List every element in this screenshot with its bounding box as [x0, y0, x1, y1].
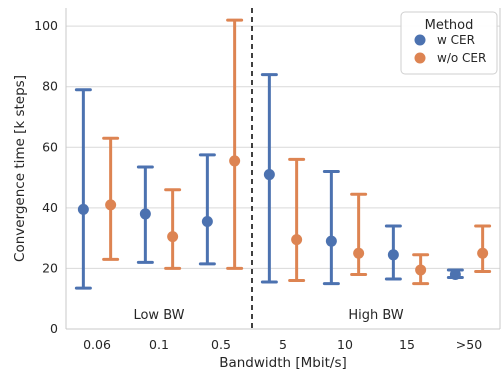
y-tick-label: 100 [34, 18, 58, 33]
x-tick-label: 5 [279, 337, 287, 352]
x-axis-title: Bandwidth [Mbit/s] [219, 355, 347, 371]
legend-title: Method [425, 18, 474, 33]
y-tick-label: 20 [42, 260, 58, 275]
data-point [449, 268, 461, 280]
data-point [353, 247, 365, 259]
x-tick-label: 0.1 [149, 337, 169, 352]
data-point [325, 235, 337, 247]
x-tick-label: 0.5 [211, 337, 231, 352]
legend-marker [414, 52, 426, 64]
data-point [105, 199, 117, 211]
data-point [291, 234, 303, 246]
data-point [229, 155, 241, 167]
y-tick-label: 40 [42, 200, 58, 215]
data-point [77, 203, 89, 215]
x-tick-label: 15 [399, 337, 415, 352]
region-label-low: Low BW [133, 308, 184, 323]
series-2 [102, 18, 492, 286]
x-tick-label: 0.06 [83, 337, 111, 352]
data-point [387, 249, 399, 261]
y-tick-label: 60 [42, 139, 58, 154]
data-point [477, 247, 489, 259]
y-tick-label: 80 [42, 79, 58, 94]
data-point [263, 169, 275, 181]
data-point [139, 208, 151, 220]
axis-layer: 0 20 40 60 80 100 0.06 0.1 0.5 5 10 15 >50 Bandwidth … [12, 8, 501, 371]
divider-layer: Low BW High BW [133, 8, 404, 329]
y-axis-title: Convergence time [k steps] [12, 75, 28, 262]
data-point [167, 231, 179, 243]
legend-marker [414, 34, 426, 46]
y-tick-label: 0 [50, 321, 58, 336]
region-label-high: High BW [348, 308, 403, 323]
series-1 [74, 73, 464, 290]
data-point [201, 215, 213, 227]
data-point [415, 264, 427, 276]
legend-label: w CER [437, 33, 475, 47]
series-layer [74, 18, 492, 290]
x-tick-label: 10 [337, 337, 353, 352]
x-tick-label: >50 [456, 337, 482, 352]
legend-label: w/o CER [437, 51, 486, 65]
